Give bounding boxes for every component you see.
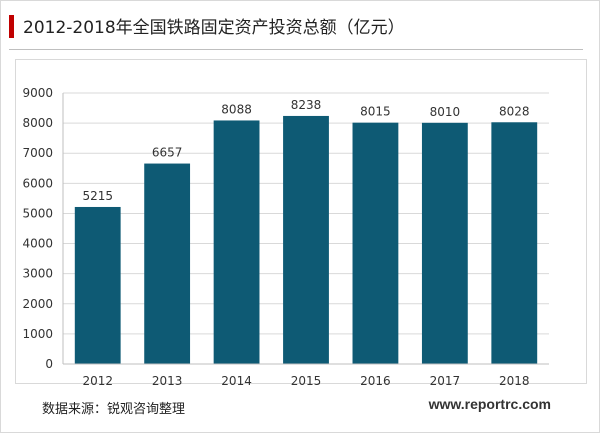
x-tick-label: 2017 bbox=[430, 374, 461, 388]
bar-2015 bbox=[283, 115, 329, 364]
x-tick-label: 2016 bbox=[360, 374, 391, 388]
bar-2016 bbox=[352, 122, 399, 364]
data-label: 8088 bbox=[221, 102, 252, 116]
data-label: 5215 bbox=[82, 189, 113, 203]
x-tick-label: 2014 bbox=[221, 374, 252, 388]
bar-2013 bbox=[144, 163, 191, 364]
y-tick-label: 0 bbox=[45, 357, 53, 371]
title-divider bbox=[9, 49, 583, 50]
data-label: 6657 bbox=[152, 146, 183, 160]
y-tick-label: 6000 bbox=[22, 176, 53, 190]
data-label: 8010 bbox=[430, 105, 461, 119]
x-tick-label: 2013 bbox=[152, 374, 183, 388]
data-label: 8015 bbox=[360, 105, 391, 119]
y-tick-label: 5000 bbox=[22, 206, 53, 220]
y-tick-label: 4000 bbox=[22, 237, 53, 251]
website-link[interactable]: www.reportrc.com bbox=[428, 396, 551, 412]
y-tick-label: 2000 bbox=[22, 297, 53, 311]
x-tick-label: 2012 bbox=[82, 374, 113, 388]
title-accent-bar bbox=[9, 15, 14, 38]
bar-2018 bbox=[491, 122, 538, 364]
bar-2014 bbox=[213, 120, 260, 364]
y-tick-label: 8000 bbox=[22, 116, 53, 130]
y-tick-label: 7000 bbox=[22, 146, 53, 160]
chart-title: 2012-2018年全国铁路固定资产投资总额（亿元） bbox=[23, 18, 405, 38]
data-label: 8028 bbox=[499, 104, 530, 118]
bar-2012 bbox=[74, 206, 121, 364]
x-tick-label: 2018 bbox=[499, 374, 530, 388]
data-label: 8238 bbox=[291, 98, 322, 112]
x-tick-label: 2015 bbox=[291, 374, 322, 388]
y-tick-label: 1000 bbox=[22, 327, 53, 341]
bar-2017 bbox=[421, 122, 468, 364]
y-tick-label: 9000 bbox=[22, 86, 53, 100]
source-note: 数据来源：锐观咨询整理 bbox=[42, 402, 186, 417]
y-tick-label: 3000 bbox=[22, 267, 53, 281]
